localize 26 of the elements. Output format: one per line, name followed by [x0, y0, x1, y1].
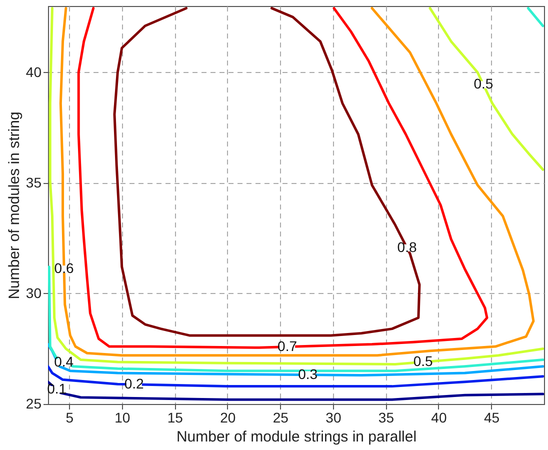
x-tick-label: 45	[484, 410, 500, 426]
x-tick-label: 40	[431, 410, 447, 426]
y-tick-label: 35	[26, 174, 42, 190]
series-label: 0.8	[397, 238, 417, 255]
x-tick-label: 35	[378, 410, 394, 426]
y-tick-label: 30	[26, 284, 42, 301]
y-axis-title: Number of modules in string	[6, 112, 23, 300]
series-label: 0.2	[124, 375, 144, 392]
series-label: 0.3	[298, 366, 318, 382]
series-label: 0.5	[474, 76, 494, 92]
series-label: 0.6	[54, 260, 74, 276]
series-label: 0.7	[278, 338, 298, 354]
x-tick-label: 10	[114, 410, 130, 426]
x-tick-label: 30	[326, 410, 342, 426]
y-tick-label: 25	[26, 396, 42, 412]
x-tick-label: 5	[66, 410, 74, 426]
series-label: 0.4	[54, 353, 74, 370]
y-tick-label: 40	[26, 64, 42, 80]
line-series	[48, 380, 544, 401]
x-tick-label: 25	[272, 410, 289, 426]
x-tick-label: 15	[167, 410, 184, 426]
x-axis-title: Number of module strings in parallel	[176, 428, 417, 446]
line-series	[428, 6, 544, 171]
line-series	[113, 6, 421, 337]
series-label: 0.5	[413, 352, 433, 369]
x-tick-label: 20	[220, 410, 236, 426]
